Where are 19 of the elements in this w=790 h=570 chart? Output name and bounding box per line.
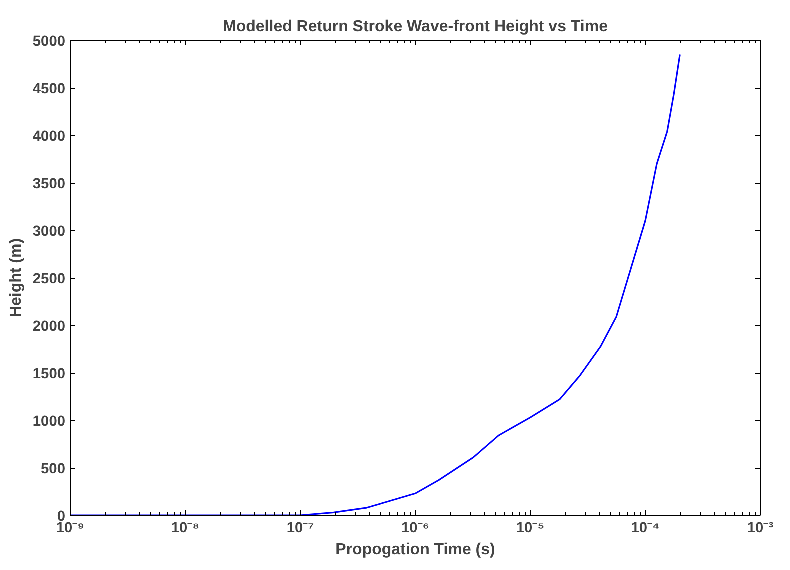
y-tick-label: 4000 bbox=[32, 129, 66, 145]
x-tick-label: 10⁻³ bbox=[747, 520, 774, 536]
y-tick-label: 3500 bbox=[32, 176, 66, 192]
chart-title: Modelled Return Stroke Wave-front Height vs Time bbox=[223, 18, 608, 36]
y-tick-label: 3000 bbox=[32, 224, 66, 240]
y-tick-label: 1500 bbox=[32, 366, 66, 382]
x-tick-label: 10⁻⁵ bbox=[516, 520, 545, 536]
x-axis-title: Propogation Time (s) bbox=[336, 542, 496, 558]
x-tick-label: 10⁻⁴ bbox=[631, 520, 660, 536]
y-tick-label: 4500 bbox=[32, 82, 66, 98]
x-tick-label: 10⁻⁷ bbox=[286, 520, 314, 536]
x-tick-label: 10⁻⁸ bbox=[171, 520, 200, 536]
y-tick-label: 2000 bbox=[32, 319, 66, 335]
y-tick-label: 500 bbox=[41, 462, 66, 478]
y-axis-title: Height (m) bbox=[8, 238, 25, 318]
y-tick-label: 1000 bbox=[32, 414, 66, 430]
x-tick-label: 10⁻⁶ bbox=[401, 520, 430, 536]
y-tick-label: 2500 bbox=[32, 272, 66, 288]
y-tick-label: 5000 bbox=[32, 34, 66, 50]
